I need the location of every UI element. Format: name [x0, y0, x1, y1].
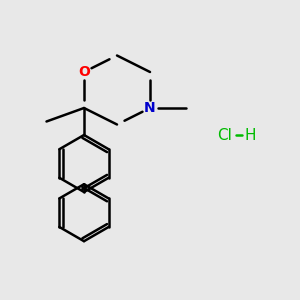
Text: N: N	[144, 101, 156, 115]
Text: H: H	[245, 128, 256, 142]
Text: Cl: Cl	[218, 128, 232, 142]
Text: O: O	[78, 65, 90, 79]
